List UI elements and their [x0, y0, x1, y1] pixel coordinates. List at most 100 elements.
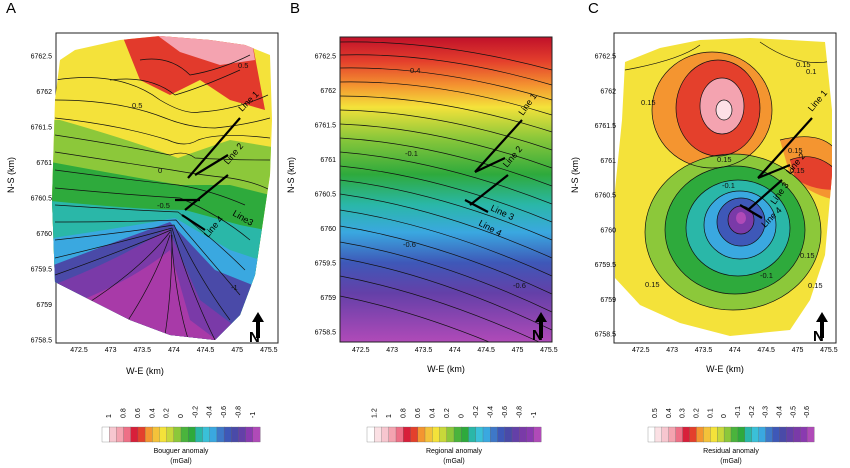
y-tick-label: 6760.5 — [595, 193, 617, 200]
colorbar-swatch — [381, 426, 390, 443]
colorbar-swatch — [238, 426, 247, 443]
colorbar-swatch — [668, 426, 677, 443]
colorbar-tick-label: 0.2 — [444, 408, 451, 418]
colorbar-swatch — [216, 426, 225, 443]
north-arrow-icon: N — [813, 312, 828, 345]
colorbar-c: 0.5 0.4 0.3 0.2 0.1 0 -0.1 -0.2 -0.3 -0.4 -0.5 -0.6… — [647, 406, 815, 465]
colorbar-swatch — [710, 426, 718, 443]
colorbar-unit: (mGal) — [443, 458, 464, 465]
y-tick-label: 6758.5 — [31, 338, 53, 345]
colorbar-label: Bouguer anomaly — [154, 448, 209, 455]
colorbar-tick-label: 0.6 — [415, 408, 422, 418]
colorbar-swatch — [765, 426, 773, 443]
colorbar-swatch — [744, 426, 753, 443]
colorbar-swatch — [424, 426, 433, 443]
colorbar-swatch — [202, 426, 211, 443]
colorbar-tick-label: 1.2 — [371, 408, 378, 418]
colorbar-swatch — [245, 426, 254, 443]
x-tick-label: 473 — [105, 347, 117, 354]
svg-text:N: N — [249, 329, 260, 346]
colorbar-tick-label: 0.5 — [652, 408, 659, 418]
y-axis-label-a: N-S (km) — [6, 157, 16, 193]
colorbar-swatch — [152, 426, 160, 443]
colorbar-swatch — [661, 426, 670, 443]
colorbar-swatch — [511, 426, 520, 443]
colorbar-swatch — [475, 426, 484, 443]
colorbar-swatch — [482, 426, 491, 443]
x-tick-label: 473.5 — [134, 347, 152, 354]
svg-text:N: N — [532, 327, 543, 344]
contour-label: -1 — [231, 283, 238, 292]
colorbar-swatch — [109, 426, 117, 443]
contour-label: 0 — [158, 166, 162, 175]
colorbar-tick-label: 0.4 — [149, 408, 156, 418]
colorbar-tick-label: -0.2 — [749, 406, 756, 418]
contour-label: 0.5 — [238, 61, 248, 70]
colorbar-tick-label: 1 — [386, 414, 393, 418]
colorbar-tick-label: -0.3 — [763, 406, 770, 418]
colorbar-tick-label: -0.2 — [473, 406, 480, 418]
x-tick-label: 473.5 — [695, 347, 713, 354]
colorbar-swatch — [410, 426, 419, 443]
colorbar-swatch — [800, 426, 808, 443]
contour-label: 0.1 — [806, 67, 816, 76]
x-tick-label: 474 — [729, 347, 741, 354]
y-tick-label: 6761.5 — [31, 125, 53, 132]
contour-map-c — [615, 38, 832, 336]
contour-labels-a: 0.5 0.5 0 -0.5 -1 — [132, 61, 248, 292]
y-tick-label: 6760.5 — [31, 196, 53, 203]
colorbar-swatch — [144, 426, 153, 443]
x-tick-label: 473 — [386, 347, 398, 354]
profile-lines-b — [464, 119, 523, 213]
y-tick-label: 6761 — [600, 158, 616, 165]
colorbar-swatch — [417, 426, 426, 443]
colorbar-tick-label: 0.4 — [666, 408, 673, 418]
x-tick-label: 475 — [231, 347, 243, 354]
y-tick-label: 6759.5 — [595, 262, 617, 269]
colorbar-swatch — [137, 426, 146, 443]
panel-b: B — [286, 0, 558, 465]
y-tick-label: 6761.5 — [595, 123, 617, 130]
colorbar-swatch — [388, 426, 397, 443]
y-axis-label-c: N-S (km) — [570, 157, 580, 193]
svg-text:N: N — [813, 328, 824, 345]
contour-label: -0.1 — [405, 149, 418, 158]
x-tick-label: 472.5 — [352, 347, 370, 354]
y-tick-label: 6762.5 — [31, 54, 53, 61]
colorbar-tick-label: -0.4 — [776, 406, 783, 418]
colorbar-tick-label: -0.1 — [735, 406, 742, 418]
colorbar-swatch — [432, 426, 440, 443]
colorbar-swatch — [159, 426, 168, 443]
x-tick-label: 472.5 — [70, 347, 88, 354]
colorbar-swatch — [403, 426, 411, 443]
colorbar-label: Regional anomaly — [426, 448, 483, 455]
y-tick-label: 6758.5 — [595, 332, 617, 339]
x-tick-label: 475.5 — [820, 347, 838, 354]
contour-map-b — [340, 37, 552, 342]
colorbar-swatch — [533, 426, 542, 443]
x-tick-label: 474.5 — [197, 347, 215, 354]
colorbar-swatch — [374, 426, 382, 443]
colorbar-tick-label: 1 — [106, 414, 113, 418]
colorbar-swatch — [654, 426, 663, 443]
x-tick-label: 474 — [449, 347, 461, 354]
y-tick-label: 6762 — [320, 88, 336, 95]
contour-label: 0.15 — [717, 155, 732, 164]
colorbar-swatch — [453, 426, 462, 443]
colorbar-swatch — [758, 426, 767, 443]
colorbar-swatch — [209, 426, 218, 443]
y-tick-label: 6762.5 — [595, 54, 617, 61]
contour-label: 0.15 — [645, 280, 660, 289]
x-axis-label-c: W-E (km) — [706, 364, 744, 374]
contour-label: 0.15 — [808, 281, 823, 290]
colorbar-tick-label: 0.3 — [680, 408, 687, 418]
y-tick-label: 6762 — [600, 88, 616, 95]
colorbar-swatch — [806, 426, 815, 443]
y-tick-label: 6761 — [36, 160, 52, 167]
colorbar-label: Residual anomaly — [703, 448, 759, 455]
colorbar-swatch — [519, 426, 527, 443]
panel-c: C — [570, 0, 838, 465]
x-tick-label: 473 — [666, 347, 678, 354]
axes-c: 472.5 473 473.5 474 474.5 475 475.5 6762.5 6762 6… — [595, 54, 838, 355]
colorbar-tick-label: 0.8 — [400, 408, 407, 418]
